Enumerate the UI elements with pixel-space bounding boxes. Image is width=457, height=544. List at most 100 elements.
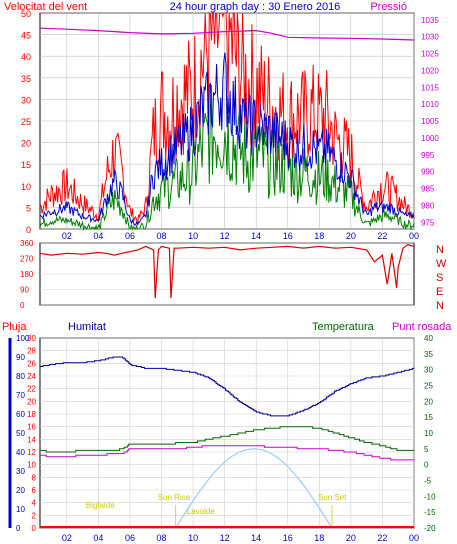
wind-y-tick-label: 45 xyxy=(21,31,31,41)
temperature-line xyxy=(40,426,414,453)
rain-y-tick-label: 16 xyxy=(27,423,36,432)
temperature-y-tick-label: 10 xyxy=(424,429,433,438)
wind-x-axis: 02 04 06 08 10 12 14 16 18 20 22 00 xyxy=(62,231,419,241)
pressure-y-tick-label: 990 xyxy=(421,168,435,177)
pressure-y-tick-label: 1015 xyxy=(421,83,439,92)
pressure-y-tick-label: 1030 xyxy=(421,33,439,42)
rain-y-tick-label: 2 xyxy=(32,511,37,520)
compass-label: E xyxy=(436,286,443,298)
temperature-y-tick-label: 5 xyxy=(424,445,429,454)
wind-low-line xyxy=(39,84,415,231)
pressure-y-tick-label: 980 xyxy=(421,201,435,210)
legend-humidity: Humitat xyxy=(68,321,106,333)
rain-y-tick-label: 4 xyxy=(32,499,37,508)
wind-y-tick-label: 10 xyxy=(21,182,31,192)
climate-x-tick-label: 14 xyxy=(251,533,261,543)
wind-x-tick-label: 06 xyxy=(125,231,135,241)
wind-y-tick-label: 15 xyxy=(21,160,31,170)
rain-y-tick-label: 14 xyxy=(27,435,36,444)
climate-x-tick-label: 16 xyxy=(283,533,293,543)
climate-x-tick-label: 18 xyxy=(314,533,324,543)
pressure-label: Pressió xyxy=(370,1,407,13)
pressure-y-tick-label: 975 xyxy=(421,218,435,227)
direction-y-tick-label: 360 xyxy=(20,239,34,248)
rain-y-tick-label: 22 xyxy=(27,385,36,394)
wind-x-tick-label: 02 xyxy=(62,231,72,241)
humidity-y-tick-label: 50 xyxy=(16,429,25,438)
climate-x-tick-label: 12 xyxy=(220,533,230,543)
temperature-y-tick-label: 35 xyxy=(424,350,433,359)
humidity-y-tick-label: 60 xyxy=(16,410,25,419)
compass-label: N xyxy=(436,300,444,312)
climate-x-tick-label: 20 xyxy=(346,533,356,543)
pressure-y-tick-label: 1025 xyxy=(421,50,439,59)
humidity-y-tick-label: 80 xyxy=(16,372,25,381)
direction-y-tick-label: 270 xyxy=(20,255,34,264)
climate-series xyxy=(40,356,414,461)
rain-y-tick-label: 20 xyxy=(27,397,36,406)
rain-y-tick-label: 26 xyxy=(27,359,36,368)
wind-x-tick-label: 10 xyxy=(188,231,198,241)
rain-y-tick-label: 10 xyxy=(27,461,36,470)
legend-dewpoint: Punt rosada xyxy=(392,321,452,333)
compass-label: W xyxy=(436,258,447,270)
climate-x-axis: 02 04 06 08 10 12 14 16 18 20 22 00 xyxy=(62,533,419,543)
climate-x-tick-label: 00 xyxy=(409,533,419,543)
direction-y-tick-label: 90 xyxy=(20,286,29,295)
humidity-y-tick-label: 10 xyxy=(16,505,25,514)
wind-y-tick-label: 40 xyxy=(21,52,31,62)
pressure-y-tick-label: 1000 xyxy=(421,134,439,143)
humidity-y-tick-label: 90 xyxy=(16,353,25,362)
climate-x-tick-label: 08 xyxy=(157,533,167,543)
direction-y-axis: 360 270 180 90 0 xyxy=(20,239,34,310)
wind-y-tick-label: 0 xyxy=(26,225,31,235)
wind-x-tick-label: 20 xyxy=(346,231,356,241)
direction-line xyxy=(39,244,415,299)
pressure-line xyxy=(39,27,415,41)
wind-series xyxy=(39,11,415,231)
temperature-y-tick-label: 25 xyxy=(424,382,433,391)
direction-y-tick-label: 0 xyxy=(20,301,25,310)
compass-label: S xyxy=(436,272,443,284)
wind-x-tick-label: 16 xyxy=(283,231,293,241)
rain-y-tick-label: 6 xyxy=(32,486,37,495)
pressure-y-tick-label: 1005 xyxy=(421,117,439,126)
temperature-y-tick-label: 40 xyxy=(424,334,433,343)
wind-avg-line xyxy=(40,52,415,227)
direction-y-tick-label: 180 xyxy=(20,270,34,279)
climate-x-tick-label: 22 xyxy=(377,533,387,543)
wind-y-tick-label: 5 xyxy=(26,203,31,213)
humidity-y-tick-label: 20 xyxy=(16,486,25,495)
wind-x-tick-label: 14 xyxy=(251,231,261,241)
legend-rain: Pluja xyxy=(2,321,27,333)
humidity-y-tick-label: 40 xyxy=(16,448,25,457)
pressure-y-tick-label: 1035 xyxy=(421,16,439,25)
rain-y-tick-label: 24 xyxy=(27,372,36,381)
rain-y-tick-label: 28 xyxy=(27,347,36,356)
wind-speed-label: Velocitat del vent xyxy=(4,1,87,13)
temperature-y-axis: 40 35 30 25 20 15 10 5 0 -5 -10 -15 -20 xyxy=(424,334,436,533)
sunrise-label: Sun Rise xyxy=(158,493,191,502)
pressure-y-tick-label: 1020 xyxy=(421,66,439,75)
humidity-y-tick-label: 30 xyxy=(16,467,25,476)
temperature-y-tick-label: 0 xyxy=(424,461,429,470)
humidity-y-tick-label: 100 xyxy=(16,334,30,343)
climate-plot-area xyxy=(39,337,415,529)
temperature-y-tick-label: 30 xyxy=(424,366,433,375)
graph-title: 24 hour graph day : 30 Enero 2016 xyxy=(170,1,341,13)
pressure-y-tick-label: 995 xyxy=(421,151,435,160)
direction-grid xyxy=(40,242,414,306)
wind-chart: Velocitat del vent 24 hour graph day : 3… xyxy=(4,1,439,241)
wind-y-tick-label: 20 xyxy=(21,139,31,149)
twilight-dusk-label: Lavolde xyxy=(187,507,216,516)
rain-y-tick-label: 0 xyxy=(32,524,37,533)
temperature-y-tick-label: 15 xyxy=(424,413,433,422)
pressure-y-tick-label: 985 xyxy=(421,185,435,194)
wind-gust-line xyxy=(39,11,415,224)
humidity-y-axis: 0 10 20 30 40 50 60 70 80 90 100 xyxy=(16,334,30,533)
wind-y-tick-label: 35 xyxy=(21,74,31,84)
wind-y-tick-label: 50 xyxy=(21,9,31,19)
